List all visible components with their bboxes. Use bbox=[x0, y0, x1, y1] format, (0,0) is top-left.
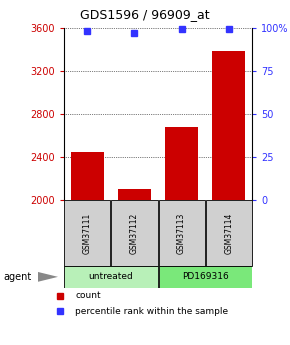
Bar bbox=[118, 189, 151, 200]
Text: count: count bbox=[75, 291, 101, 300]
Bar bbox=[71, 151, 104, 200]
Text: PD169316: PD169316 bbox=[182, 272, 229, 282]
Text: agent: agent bbox=[3, 272, 31, 282]
Text: GSM37111: GSM37111 bbox=[83, 212, 92, 254]
Text: GSM37114: GSM37114 bbox=[224, 212, 233, 254]
Text: GSM37113: GSM37113 bbox=[177, 212, 186, 254]
Bar bbox=[206, 200, 252, 266]
Bar bbox=[159, 200, 205, 266]
Text: GSM37112: GSM37112 bbox=[130, 212, 139, 254]
Bar bbox=[64, 200, 110, 266]
Text: untreated: untreated bbox=[88, 272, 133, 282]
Bar bbox=[159, 266, 252, 288]
Polygon shape bbox=[38, 272, 58, 282]
Bar bbox=[111, 200, 157, 266]
Bar bbox=[165, 127, 198, 200]
Bar bbox=[64, 266, 157, 288]
Text: percentile rank within the sample: percentile rank within the sample bbox=[75, 307, 229, 316]
Text: GDS1596 / 96909_at: GDS1596 / 96909_at bbox=[80, 8, 210, 21]
Bar bbox=[212, 51, 245, 200]
